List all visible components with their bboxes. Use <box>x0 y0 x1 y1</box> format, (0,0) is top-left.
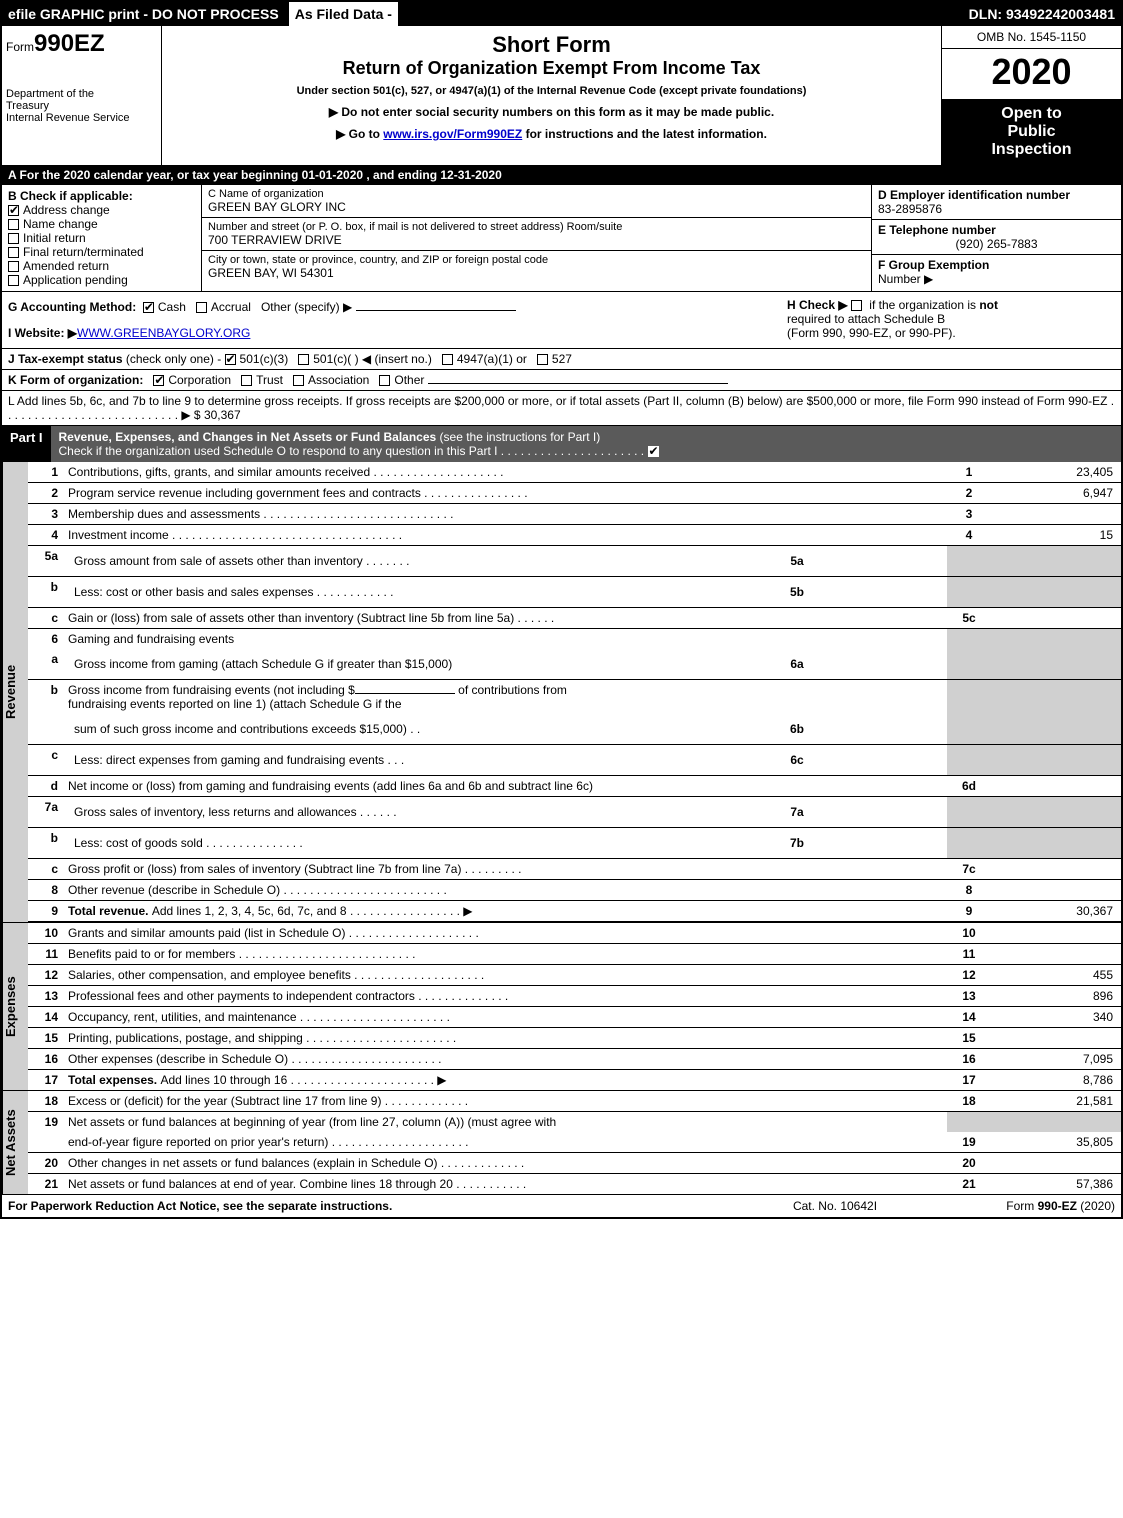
header-mid: Short Form Return of Organization Exempt… <box>162 26 941 165</box>
phone: (920) 265-7883 <box>878 237 1115 251</box>
line14-value: 340 <box>991 1007 1121 1028</box>
line1-value: 23,405 <box>991 462 1121 483</box>
cb-other[interactable] <box>379 375 390 386</box>
cb-accrual[interactable] <box>196 302 207 313</box>
line3-value <box>991 504 1121 525</box>
ein: 83-2895876 <box>878 202 1115 216</box>
line17-value: 8,786 <box>991 1070 1121 1091</box>
line15-value <box>991 1028 1121 1049</box>
line11-value <box>991 944 1121 965</box>
ssn-warning: ▶ Do not enter social security numbers o… <box>170 105 933 119</box>
part-i-header: Part I Revenue, Expenses, and Changes in… <box>2 426 1121 462</box>
dln-label: DLN: 93492242003481 <box>963 2 1121 26</box>
line21-value: 57,386 <box>991 1174 1121 1195</box>
section-l: L Add lines 5b, 6c, and 7b to line 9 to … <box>2 391 1121 426</box>
dept-line1: Department of the <box>6 88 157 100</box>
section-b: B Check if applicable: Address change Na… <box>2 185 202 291</box>
cb-application-pending[interactable] <box>8 275 19 286</box>
cb-cash[interactable] <box>143 302 154 313</box>
footer: For Paperwork Reduction Act Notice, see … <box>2 1194 1121 1217</box>
line4-value: 15 <box>991 525 1121 546</box>
section-c: C Name of organization GREEN BAY GLORY I… <box>202 185 871 291</box>
cb-association[interactable] <box>293 375 304 386</box>
line9-value: 30,367 <box>991 901 1121 922</box>
top-bar: efile GRAPHIC print - DO NOT PROCESS As … <box>2 2 1121 26</box>
tax-year: 2020 <box>942 49 1121 99</box>
line16-value: 7,095 <box>991 1049 1121 1070</box>
header: Form990EZ Department of the Treasury Int… <box>2 26 1121 166</box>
dept-line2: Treasury <box>6 100 157 112</box>
open-to-public: Open to Public Inspection <box>942 99 1121 165</box>
header-left: Form990EZ Department of the Treasury Int… <box>2 26 162 165</box>
form-title: Short Form <box>170 32 933 58</box>
website-link[interactable]: WWW.GREENBAYGLORY.ORG <box>77 326 250 340</box>
line6d-value <box>991 776 1121 797</box>
section-k: K Form of organization: Corporation Trus… <box>2 370 1121 391</box>
cb-address-change[interactable] <box>8 205 19 216</box>
line5c-value <box>991 608 1121 629</box>
section-g-h: G Accounting Method: Cash Accrual Other … <box>2 292 1121 349</box>
form-number: Form990EZ <box>6 30 157 58</box>
cb-trust[interactable] <box>241 375 252 386</box>
cb-amended-return[interactable] <box>8 261 19 272</box>
line20-value <box>991 1153 1121 1174</box>
line7c-value <box>991 859 1121 880</box>
revenue-block: Revenue 1Contributions, gifts, grants, a… <box>2 462 1121 922</box>
efile-label: efile GRAPHIC print - DO NOT PROCESS <box>2 2 285 26</box>
section-a: A For the 2020 calendar year, or tax yea… <box>2 166 1121 185</box>
goto-link: ▶ Go to www.irs.gov/Form990EZ for instru… <box>170 127 933 141</box>
omb-number: OMB No. 1545-1150 <box>942 26 1121 49</box>
cb-corporation[interactable] <box>153 375 164 386</box>
header-right: OMB No. 1545-1150 2020 Open to Public In… <box>941 26 1121 165</box>
cb-501c[interactable] <box>298 354 309 365</box>
cb-4947[interactable] <box>442 354 453 365</box>
line2-value: 6,947 <box>991 483 1121 504</box>
line19-value: 35,805 <box>991 1132 1121 1153</box>
line13-value: 896 <box>991 986 1121 1007</box>
org-city: GREEN BAY, WI 54301 <box>208 266 865 280</box>
line18-value: 21,581 <box>991 1091 1121 1112</box>
section-j: J Tax-exempt status (check only one) - 5… <box>2 349 1121 370</box>
cb-501c3[interactable] <box>225 354 236 365</box>
cb-schedule-o[interactable] <box>648 446 659 457</box>
cb-527[interactable] <box>537 354 548 365</box>
cb-schedule-b[interactable] <box>851 300 862 311</box>
under-text: Under section 501(c), 527, or 4947(a)(1)… <box>170 85 933 97</box>
section-d-e-f: D Employer identification number 83-2895… <box>871 185 1121 291</box>
org-address: 700 TERRAVIEW DRIVE <box>208 233 865 247</box>
net-assets-block: Net Assets 18Excess or (deficit) for the… <box>2 1090 1121 1194</box>
line12-value: 455 <box>991 965 1121 986</box>
gross-receipts: 30,367 <box>204 408 241 422</box>
cb-initial-return[interactable] <box>8 233 19 244</box>
expenses-block: Expenses 10Grants and similar amounts pa… <box>2 922 1121 1090</box>
line10-value <box>991 923 1121 944</box>
cat-no: Cat. No. 10642I <box>735 1199 935 1213</box>
dept-line3: Internal Revenue Service <box>6 112 157 124</box>
cb-final-return[interactable] <box>8 247 19 258</box>
line8-value <box>991 880 1121 901</box>
form-subtitle: Return of Organization Exempt From Incom… <box>170 58 933 79</box>
form-page: efile GRAPHIC print - DO NOT PROCESS As … <box>0 0 1123 1219</box>
cb-name-change[interactable] <box>8 219 19 230</box>
asfiled-label: As Filed Data - <box>289 2 398 26</box>
org-name: GREEN BAY GLORY INC <box>208 200 865 214</box>
section-b-to-f: B Check if applicable: Address change Na… <box>2 185 1121 292</box>
irs-link[interactable]: www.irs.gov/Form990EZ <box>383 127 522 141</box>
